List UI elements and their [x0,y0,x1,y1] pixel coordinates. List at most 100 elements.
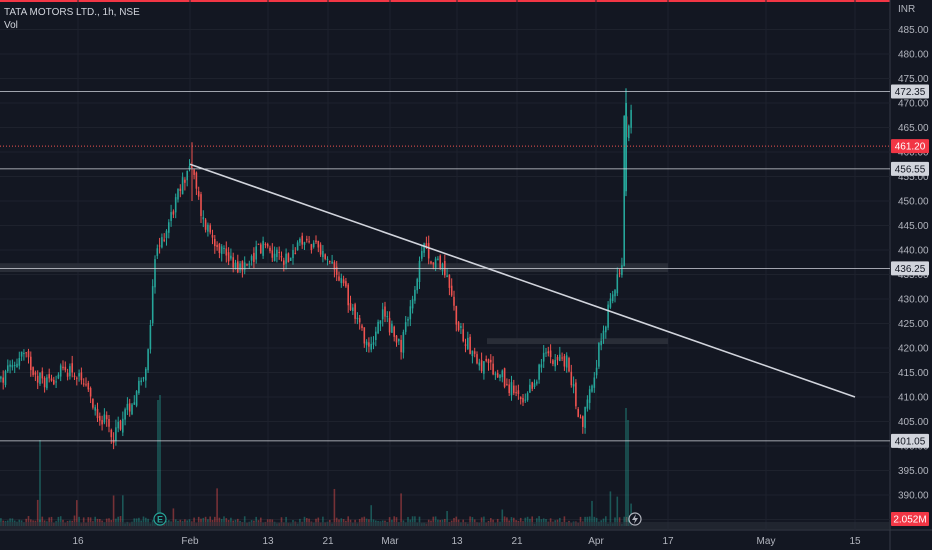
candle-body [476,354,478,364]
candle-body [66,372,69,377]
candle-body [168,222,170,233]
volume-bar [82,517,85,526]
candle-body [216,244,218,247]
volume-bar [216,488,218,526]
time-tick-label: Feb [181,536,199,547]
symbol-title[interactable]: TATA MOTORS LTD., 1h, NSE [4,7,140,18]
volume-bar [591,500,593,526]
candle-body [283,260,285,265]
chart-legend: TATA MOTORS LTD., 1h, NSE Vol [4,6,140,32]
earnings-e-icon[interactable]: E [153,512,167,526]
volume-bar [506,517,508,526]
candle-body [483,361,485,374]
candle-body [197,191,200,197]
candle-body [480,360,483,372]
candle-body [421,251,423,259]
volume-bar [526,516,529,526]
volume-bar [41,516,44,526]
volume-bar [614,517,616,526]
candle-body [292,249,294,259]
candle-body [490,359,492,363]
volume-bar [347,516,349,526]
volume-bar [471,517,474,526]
volume-bar [588,516,591,526]
volume-bar [407,516,409,526]
candle-body [184,179,186,183]
level-price-label: 401.05 [891,433,929,448]
candle-body [591,385,593,392]
volume-bar [370,505,372,526]
candle-body [177,188,179,200]
volume-bar [209,516,211,526]
candle-body [204,219,207,230]
candle-body [568,358,570,372]
candle-body [59,365,62,377]
volume-bar [142,516,145,526]
horizontal-lines[interactable] [0,91,890,442]
candle-body [142,377,145,379]
candle-body [239,263,241,271]
candle-body [430,261,432,264]
candle-body [241,261,244,271]
candle-body [513,385,515,394]
price-tick-label: 430.00 [898,295,929,306]
candle-body [237,261,239,273]
candle-body [41,371,44,379]
volume-bar [48,517,50,526]
candle-body [331,261,333,264]
volume-bar [317,517,320,526]
candle-body [540,364,543,368]
candle-body [124,409,126,420]
candle-body [549,350,552,358]
candle-body [409,306,412,320]
candle-body [469,336,471,354]
candle-body [94,407,96,411]
volume-bar [625,408,627,526]
volume-bar [483,516,485,526]
candle-body [317,240,320,248]
candle-body [73,375,76,377]
time-tick-label: 16 [72,536,84,547]
candle-body [36,375,39,383]
candle-body [230,255,232,259]
volume-indicator-label[interactable]: Vol [4,20,18,31]
price-tick-label: 405.00 [898,417,929,428]
candle-body [234,262,237,269]
candle-body [473,351,476,354]
volume-bar [94,516,96,526]
price-label-bg [891,512,929,526]
trendline[interactable] [189,163,856,398]
candle-body [455,306,458,325]
candle-body [301,235,303,245]
candle-body [496,373,499,378]
volume-bar [400,493,402,526]
volume-bar [411,516,414,526]
event-markers[interactable]: E [153,512,642,526]
candle-body [547,351,550,354]
volume-bar [363,516,366,526]
candle-body [508,384,510,394]
lightning-icon[interactable] [628,512,642,526]
support-resistance-zone[interactable] [487,338,668,345]
candle-body [542,352,545,362]
trendlines[interactable] [189,163,856,398]
candle-body [584,406,586,428]
currency-label[interactable]: INR [898,4,915,15]
level-price-label: 436.25 [891,261,929,276]
candle-body [96,408,99,419]
candle-body [57,374,60,379]
candle-body [101,420,103,425]
candle-body [354,304,356,319]
candle-body [11,364,14,368]
candle-body [82,383,85,385]
volume-bar [59,516,62,526]
time-axis[interactable]: 16 Feb 13 21 Mar 13 21 Apr 17 May 15 [72,536,861,547]
candle-body [395,335,398,343]
candle-body [375,331,377,341]
price-tick-label: 455.00 [898,172,929,183]
price-tick-label: 470.00 [898,99,929,110]
candle-body [273,253,276,261]
candle-body [158,245,161,247]
candle-body [524,399,527,401]
